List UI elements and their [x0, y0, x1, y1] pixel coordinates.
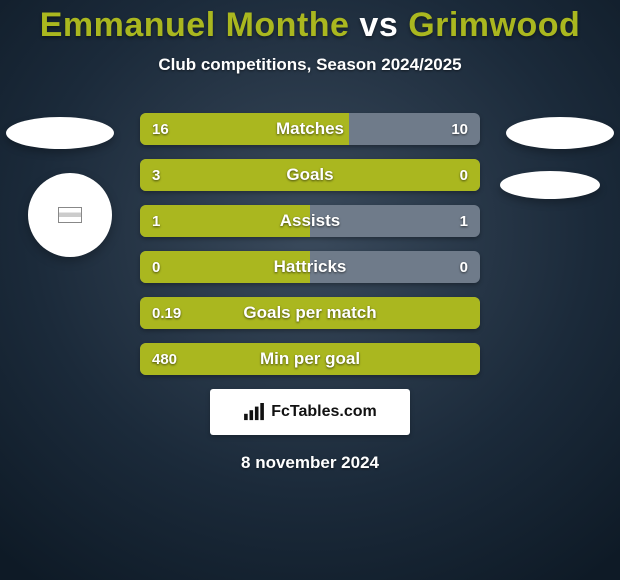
stat-row: Matches1610: [140, 113, 480, 145]
left-badge-ellipse: [6, 117, 114, 149]
title-vs: vs: [359, 6, 398, 44]
stat-row: Goals30: [140, 159, 480, 191]
stat-row: Hattricks00: [140, 251, 480, 283]
bar-left-fill: [140, 113, 349, 145]
bar-left-fill: [140, 343, 480, 375]
bar-left-fill: [140, 159, 402, 191]
right-badge-ellipse: [506, 117, 614, 149]
stat-bars: Matches1610 Goals30 Assists11 Hattricks00 Go…: [140, 113, 480, 375]
chart-icon: [243, 403, 265, 421]
stat-row: Goals per match0.19: [140, 297, 480, 329]
flag-icon: [58, 207, 82, 223]
bar-left-fill: [140, 205, 310, 237]
comparison-title: Emmanuel Monthe vs Grimwood: [0, 6, 620, 45]
bar-left-fill: [140, 297, 480, 329]
watermark-text: FcTables.com: [271, 403, 377, 421]
left-player-avatar: [28, 173, 112, 257]
stat-row: Assists11: [140, 205, 480, 237]
stat-row: Min per goal480: [140, 343, 480, 375]
watermark: FcTables.com: [210, 389, 410, 435]
bar-right-fill: [402, 159, 480, 191]
title-player2: Grimwood: [408, 6, 580, 44]
title-player1: Emmanuel Monthe: [40, 6, 350, 44]
bar-left-fill: [140, 251, 310, 283]
right-badge-ellipse-2: [500, 171, 600, 199]
footer-date: 8 november 2024: [0, 453, 620, 473]
comparison-chart: Matches1610 Goals30 Assists11 Hattricks00 Go…: [0, 113, 620, 473]
subtitle: Club competitions, Season 2024/2025: [0, 55, 620, 75]
